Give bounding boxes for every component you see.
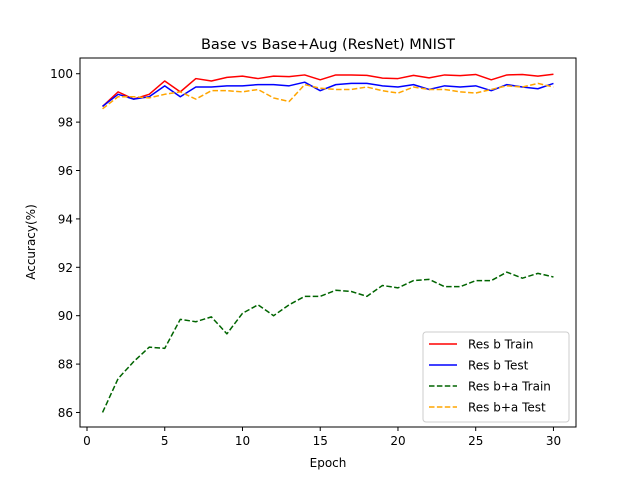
y-axis-ticks: 86 88 90 92 94 96 98 100: [50, 67, 80, 420]
x-tick-label: 20: [390, 434, 405, 448]
legend-box: [422, 331, 570, 423]
x-tick-label: 10: [235, 434, 250, 448]
series-line-res-b-train: [102, 73, 554, 107]
legend-entry-label: Res b Test: [468, 359, 529, 373]
x-axis-ticks: 0 5 10 15 20 25 30: [83, 427, 561, 448]
y-tick-label: 90: [58, 309, 73, 323]
legend-entry-label: Res b Train: [468, 338, 533, 352]
series-line-res-b-a-test: [102, 82, 554, 110]
y-tick-label: 88: [58, 358, 73, 372]
x-tick-label: 30: [546, 434, 561, 448]
legend-entry-label: Res b+a Train: [468, 380, 551, 394]
chart-legend: Res b Train Res b Test Res b+a Train Res b+…: [422, 331, 570, 423]
series-lines: [101, 73, 554, 413]
x-axis-label: Epoch: [310, 456, 347, 470]
y-tick-label: 98: [58, 116, 73, 130]
y-tick-label: 96: [58, 164, 73, 178]
y-tick-label: 100: [50, 67, 73, 81]
x-tick-label: 25: [468, 434, 483, 448]
x-tick-label: 0: [83, 434, 91, 448]
y-tick-label: 92: [58, 261, 73, 275]
chart-title: Base vs Base+Aug (ResNet) MNIST: [201, 37, 455, 53]
legend-entry-label: Res b+a Test: [468, 401, 546, 415]
series-line-res-b-a-train: [101, 271, 554, 413]
y-tick-label: 86: [58, 406, 73, 420]
y-axis-label: Accuracy(%): [24, 204, 38, 280]
y-tick-label: 94: [58, 212, 73, 226]
x-tick-label: 15: [313, 434, 328, 448]
x-tick-label: 5: [161, 434, 169, 448]
series-line-res-b-test: [102, 81, 554, 107]
plot-area-frame: [79, 57, 577, 428]
